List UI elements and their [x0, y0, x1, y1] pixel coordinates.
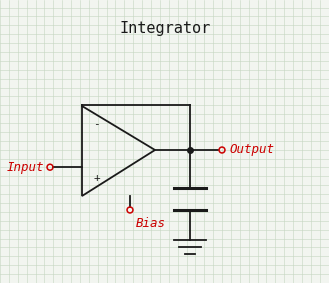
Text: +: +: [93, 173, 100, 183]
Text: -: -: [93, 119, 100, 129]
Text: Integrator: Integrator: [119, 21, 211, 36]
Text: Output: Output: [229, 143, 274, 156]
Text: Bias: Bias: [136, 216, 166, 230]
Text: Input: Input: [7, 161, 44, 174]
